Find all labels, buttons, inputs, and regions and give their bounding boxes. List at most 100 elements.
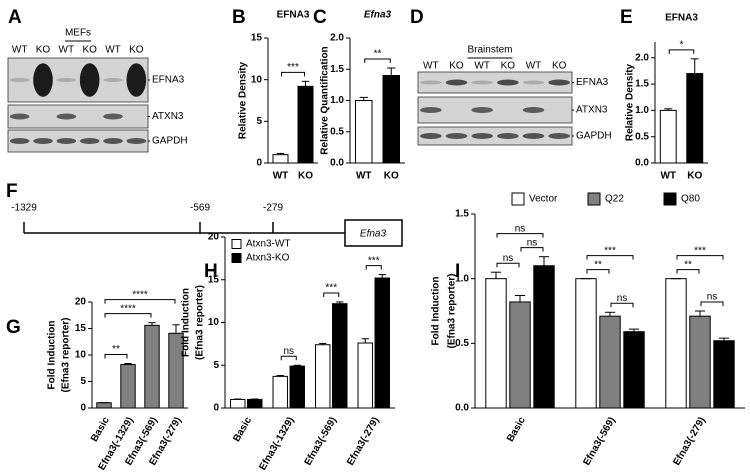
- blot-band: [522, 133, 545, 139]
- legend-swatch: [231, 239, 242, 249]
- bar: [509, 301, 531, 409]
- blot-strip: [7, 57, 149, 103]
- significance-label: **: [374, 49, 382, 60]
- significance-label: **: [684, 259, 692, 270]
- y-axis-label: (Efna3 reporter): [447, 273, 458, 348]
- panel-letter: H: [204, 261, 218, 282]
- blot-band: [9, 138, 30, 144]
- panel-letter: B: [232, 7, 246, 28]
- gene-box: [344, 219, 403, 247]
- y-tick-label: 0.5: [330, 126, 344, 137]
- lane-label: WT: [526, 61, 542, 72]
- y-tick-label: 1.0: [635, 105, 649, 116]
- blot-band: [471, 133, 493, 139]
- blot-band: [79, 63, 100, 97]
- y-axis-label: Relative Quantification: [320, 46, 331, 154]
- blot-band: [103, 138, 123, 144]
- significance-label: ****: [132, 289, 148, 300]
- bar: [230, 398, 246, 409]
- significance-bracket: [700, 301, 724, 306]
- legend-label: Atxn3-KO: [246, 253, 290, 264]
- blot-band: [548, 133, 570, 139]
- y-tick-label: 5: [256, 116, 262, 127]
- x-tick-label: KO: [384, 171, 399, 182]
- bar: [575, 278, 597, 409]
- blot-band: [497, 79, 519, 86]
- significance-label: ***: [694, 245, 706, 256]
- blot-band: [420, 80, 442, 85]
- band-label: GAPDH: [576, 131, 612, 142]
- significance-bracket: [668, 49, 695, 54]
- y-tick-label: 1.0: [455, 273, 469, 284]
- legend-swatch: [511, 192, 525, 206]
- chart-title: EFNA3: [665, 13, 698, 24]
- y-tick-label: 15: [251, 33, 263, 44]
- panel-letter: A: [8, 7, 22, 28]
- y-tick-label: 0.0: [455, 403, 469, 414]
- blot-strip: [417, 96, 573, 124]
- y-axis-label: Fold Induction: [431, 277, 442, 346]
- y-tick-label: 0: [80, 403, 86, 414]
- significance-bracket: [364, 58, 391, 63]
- bar: [289, 365, 305, 409]
- y-axis-label: Fold Induction: [47, 321, 58, 390]
- significance-bracket: [104, 313, 152, 318]
- gene-name: Efna3: [360, 229, 387, 240]
- y-tick-label: 1.5: [635, 79, 649, 90]
- y-tick-label: 1.5: [330, 64, 344, 75]
- bar: [120, 364, 136, 409]
- blot-band: [445, 133, 468, 139]
- lane-label: KO: [129, 45, 144, 56]
- bar: [315, 344, 331, 409]
- y-tick-label: 15: [208, 274, 220, 285]
- significance-label: ***: [604, 245, 616, 256]
- legend-swatch: [231, 253, 242, 263]
- significance-bracket: [365, 265, 382, 270]
- significance-label: ***: [325, 283, 337, 294]
- y-axis-label: Relative Density: [238, 61, 249, 139]
- lane-label: KO: [449, 61, 464, 72]
- significance-label: ***: [287, 62, 299, 73]
- lane-label: WT: [105, 45, 121, 56]
- panel-letter: I: [455, 261, 460, 282]
- blot-band: [56, 138, 77, 144]
- bar: [272, 375, 288, 409]
- panel-letter: C: [313, 7, 327, 28]
- lane-label: KO: [501, 61, 516, 72]
- legend-swatch: [663, 192, 677, 206]
- bar: [485, 278, 507, 409]
- significance-bracket: [280, 355, 297, 361]
- significance-bracket: [676, 269, 700, 274]
- x-tick-label: WT: [660, 171, 676, 182]
- band-label: ATXN3: [152, 111, 184, 122]
- bar: [374, 277, 390, 409]
- bar: [144, 324, 160, 409]
- legend-swatch: [587, 192, 601, 206]
- legend-label: Q22: [605, 194, 624, 205]
- y-tick-label: 0: [213, 403, 219, 414]
- bar: [665, 278, 687, 409]
- blot-band: [33, 63, 53, 97]
- bar: [355, 100, 373, 164]
- significance-bracket: [104, 353, 128, 359]
- x-tick-label: WT: [356, 171, 372, 182]
- y-tick-label: 1.0: [330, 95, 344, 106]
- blot-band: [103, 78, 123, 82]
- y-axis-label: (Efna3 reporter): [61, 317, 72, 392]
- legend-label: Q80: [681, 194, 700, 205]
- blot-band: [33, 138, 53, 144]
- x-tick-label: KO: [298, 171, 313, 182]
- panel-letter: D: [410, 7, 424, 28]
- significance-label: *: [680, 39, 684, 50]
- band-label: EFNA3: [152, 75, 185, 86]
- blot-band: [522, 107, 545, 113]
- significance-label: ns: [707, 292, 718, 303]
- bar: [297, 85, 314, 164]
- legend-label: Vector: [529, 194, 558, 205]
- blot-band: [9, 113, 30, 120]
- lane-label: WT: [423, 61, 439, 72]
- significance-label: **: [594, 259, 602, 270]
- y-axis-label: Fold Induction: [181, 288, 192, 357]
- y-tick-label: 15: [75, 323, 87, 334]
